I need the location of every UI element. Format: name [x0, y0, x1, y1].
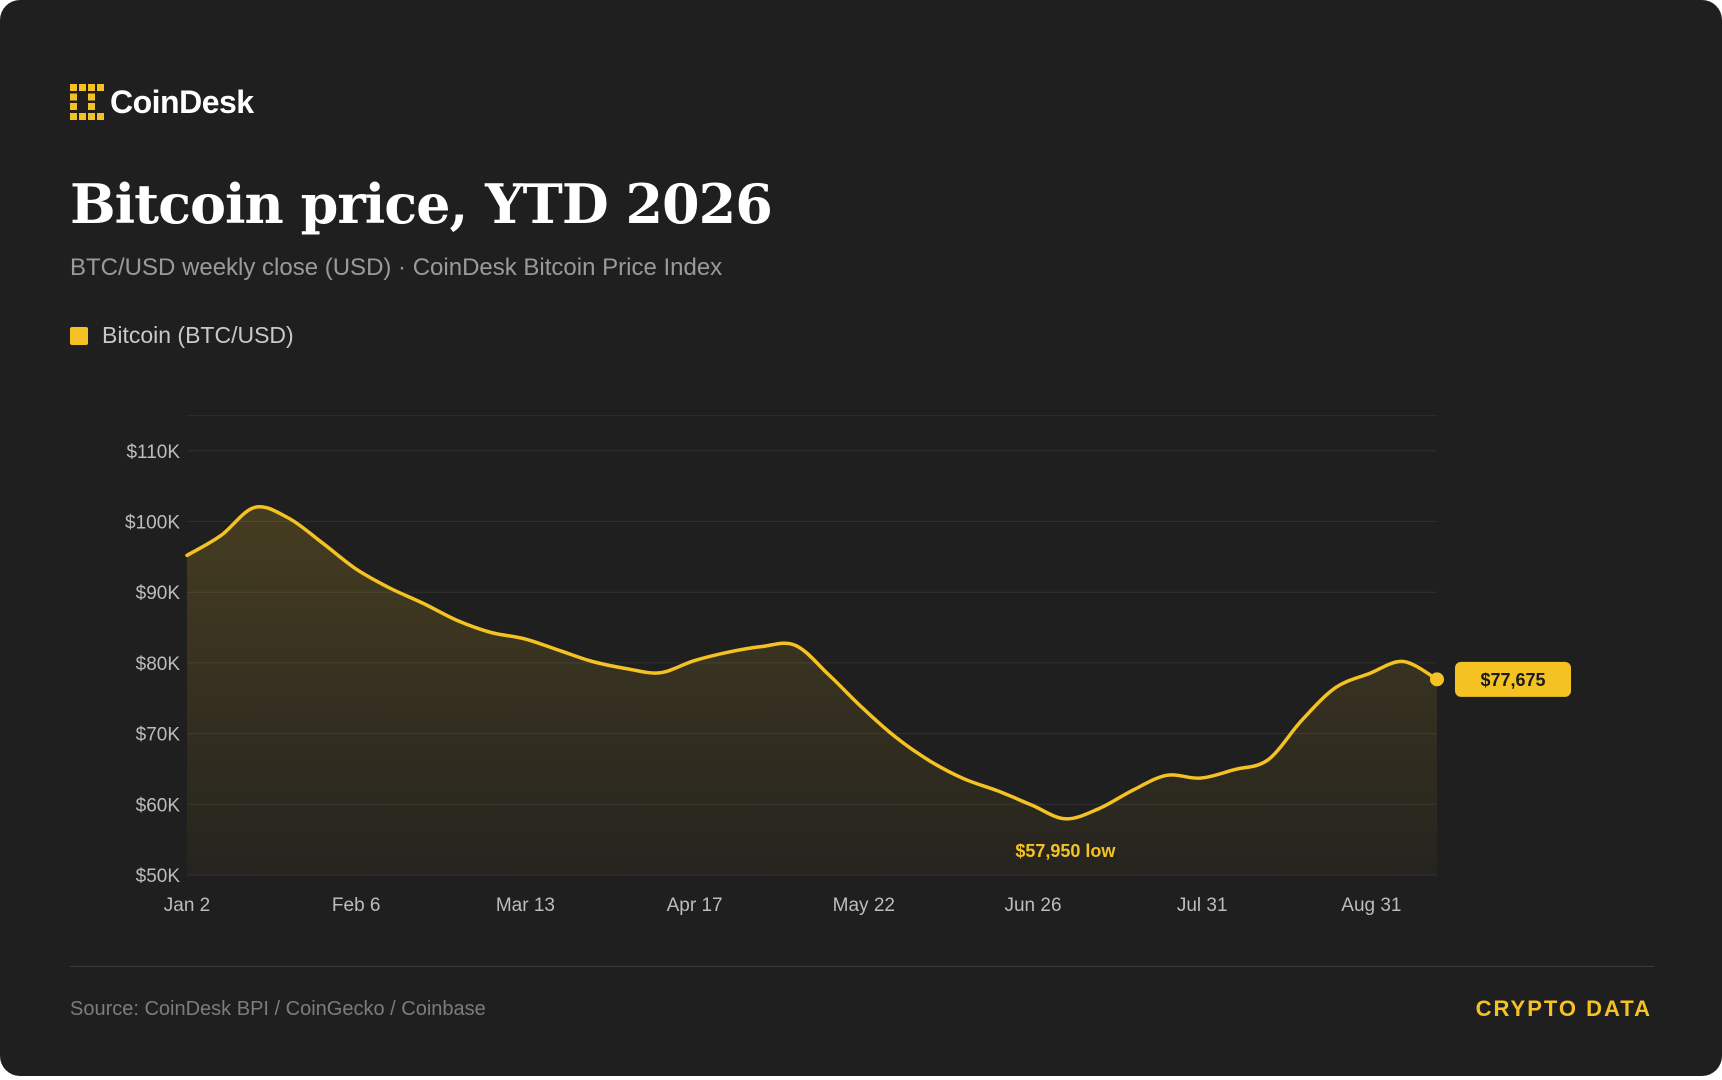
x-tick-label: Jun 26	[1004, 895, 1061, 916]
low-annotation: $57,950 low	[1015, 841, 1116, 861]
section-tag[interactable]: CRYPTO DATA	[1475, 996, 1652, 1021]
y-tick-label: $90K	[136, 583, 181, 604]
legend: Bitcoin (BTC/USD)	[70, 322, 294, 349]
brand[interactable]: CoinDesk	[70, 82, 254, 122]
chart-subtitle: BTC/USD weekly close (USD) · CoinDesk Bi…	[70, 254, 723, 281]
y-tick-label: $110K	[126, 442, 180, 463]
last-price-callout	[1455, 661, 1571, 697]
x-tick-label: Aug 31	[1341, 895, 1401, 916]
source-note: Source: CoinDesk BPI / CoinGecko / Coinb…	[70, 998, 486, 1020]
series-line	[185, 505, 1439, 821]
y-tick-label: $50K	[136, 866, 181, 887]
brand-name: CoinDesk	[110, 83, 254, 120]
page-title: Bitcoin price, YTD 2026	[70, 172, 773, 236]
legend-swatch	[70, 326, 88, 345]
last-price-label: $77,675	[1480, 670, 1545, 690]
y-tick-label: $100K	[125, 513, 180, 534]
x-tick-label: Feb 6	[332, 895, 381, 916]
last-point-marker	[1430, 672, 1444, 687]
coindesk-logo-icon	[70, 84, 104, 120]
chart-plot: $50K $60K $70K $80K $90K $100K $110K Jan 2 Feb 6…	[125, 414, 1571, 916]
y-tick-label: $60K	[136, 795, 181, 816]
x-tick-label: May 22	[833, 895, 895, 916]
x-tick-label: Mar 13	[496, 895, 555, 916]
y-tick-label: $70K	[136, 725, 181, 746]
x-tick-label: Jul 31	[1177, 895, 1228, 916]
y-tick-label: $80K	[136, 654, 181, 675]
footer-divider	[70, 966, 1654, 967]
legend-label: Bitcoin (BTC/USD)	[102, 322, 294, 348]
x-tick-label: Apr 17	[667, 895, 723, 916]
series-area	[187, 506, 1437, 875]
x-tick-label: Jan 2	[164, 895, 210, 916]
